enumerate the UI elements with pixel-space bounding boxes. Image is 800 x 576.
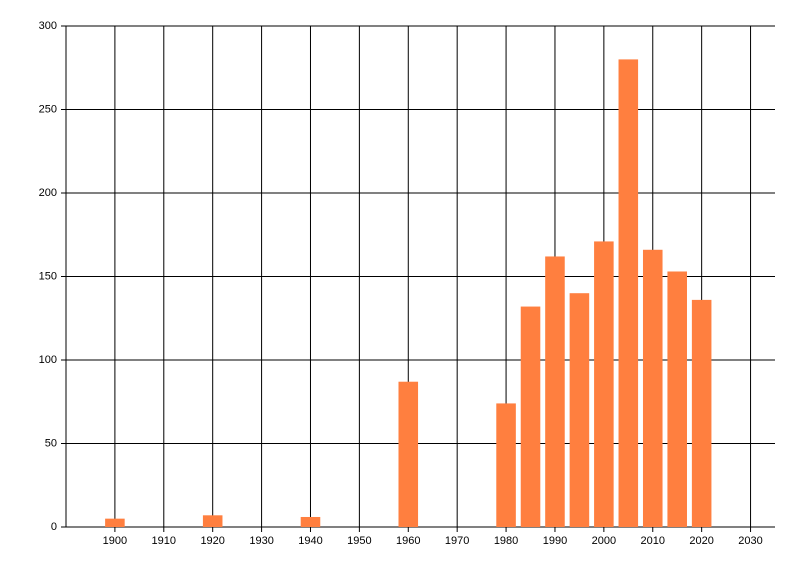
bar — [520, 306, 541, 527]
x-tick-label: 1990 — [543, 535, 567, 547]
y-tick-label: 0 — [51, 521, 57, 533]
x-tick-label: 1960 — [396, 535, 420, 547]
y-tick-label: 250 — [39, 103, 57, 115]
bar — [618, 59, 639, 528]
bar — [398, 381, 419, 527]
bar — [691, 299, 712, 527]
x-tick-label: 2000 — [592, 535, 616, 547]
x-tick-label: 2010 — [641, 535, 665, 547]
x-tick-label: 1950 — [347, 535, 371, 547]
x-tick-label: 2030 — [738, 535, 762, 547]
bar — [569, 293, 590, 527]
bar — [667, 271, 687, 527]
x-tick-label: 1940 — [298, 535, 322, 547]
x-tick-label: 1900 — [103, 535, 127, 547]
x-tick-label: 1930 — [249, 535, 273, 547]
x-tick-label: 1970 — [445, 535, 469, 547]
bar — [105, 518, 125, 527]
x-tick-label: 1920 — [200, 535, 224, 547]
bar — [300, 516, 321, 527]
x-tick-label: 1980 — [494, 535, 518, 547]
bar — [202, 515, 223, 527]
x-tick-label: 2020 — [689, 535, 713, 547]
y-tick-label: 200 — [39, 187, 57, 199]
bar — [642, 249, 663, 527]
y-tick-label: 300 — [39, 20, 57, 32]
bar — [594, 241, 614, 527]
bar — [496, 403, 516, 527]
y-tick-label: 150 — [39, 270, 57, 282]
y-tick-label: 100 — [39, 354, 57, 366]
x-tick-label: 1910 — [152, 535, 176, 547]
bar — [545, 256, 565, 527]
y-tick-label: 50 — [45, 437, 57, 449]
